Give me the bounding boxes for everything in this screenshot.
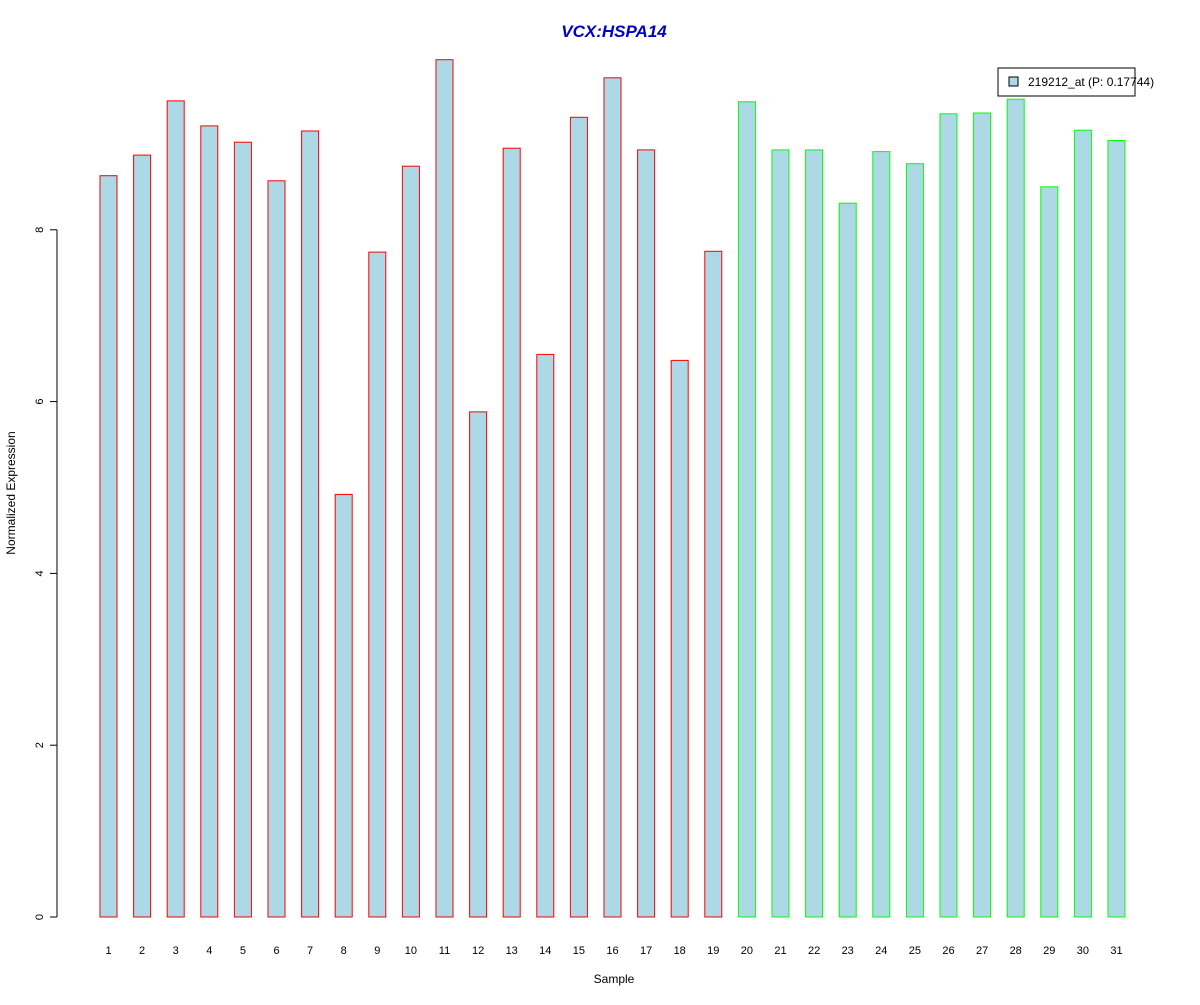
legend-box — [997, 67, 1136, 97]
x-tick-label-13: 13 — [506, 945, 518, 957]
bar-sample-18 — [670, 359, 689, 918]
bar-sample-13 — [502, 147, 521, 918]
x-tick-label-20: 20 — [741, 945, 753, 957]
x-tick-label-14: 14 — [539, 945, 551, 957]
legend: 219212_at (P: 0.17744) — [997, 67, 1154, 97]
bar-sample-21 — [771, 149, 790, 918]
legend-swatch — [1008, 76, 1019, 87]
bar-sample-28 — [1006, 98, 1025, 918]
x-tick-label-4: 4 — [206, 945, 212, 957]
bar-sample-6 — [267, 180, 286, 918]
x-tick-label-6: 6 — [273, 945, 279, 957]
x-tick-label-27: 27 — [976, 945, 988, 957]
x-tick-label-7: 7 — [307, 945, 313, 957]
bar-sample-22 — [805, 149, 824, 918]
y-axis: 0 2 4 6 8 — [34, 227, 58, 920]
bar-sample-12 — [469, 411, 488, 918]
x-tick-label-8: 8 — [341, 945, 347, 957]
bar-sample-3 — [166, 100, 185, 918]
x-tick-label-26: 26 — [942, 945, 954, 957]
bar-sample-29 — [1040, 186, 1059, 918]
bar-sample-10 — [401, 165, 420, 918]
y-axis-label: Normalized Expression — [4, 431, 18, 554]
bar-sample-20 — [737, 101, 756, 918]
bar-sample-8 — [334, 493, 353, 918]
bar-sample-14 — [536, 353, 555, 918]
legend-label: 219212_at (P: 0.17744) — [1028, 75, 1154, 89]
bars — [99, 59, 1126, 918]
y-tick-label-2: 2 — [34, 742, 46, 748]
x-tick-label-19: 19 — [707, 945, 719, 957]
chart-title: VCX:HSPA14 — [561, 22, 667, 41]
x-tick-label-3: 3 — [173, 945, 179, 957]
x-tick-label-28: 28 — [1010, 945, 1022, 957]
x-axis-labels: 1 2 3 4 5 6 7 8 9 10 11 12 13 14 15 16 17 18 19 20 21 22 23 24 2… — [105, 945, 1122, 957]
x-axis-label: Sample — [594, 972, 635, 986]
bar-sample-19 — [704, 250, 723, 918]
x-tick-label-1: 1 — [105, 945, 111, 957]
x-tick-label-25: 25 — [909, 945, 921, 957]
x-tick-label-5: 5 — [240, 945, 246, 957]
bar-sample-5 — [233, 141, 252, 918]
y-tick-label-6: 6 — [34, 399, 46, 405]
bar-sample-27 — [973, 112, 992, 918]
x-tick-label-21: 21 — [774, 945, 786, 957]
bar-sample-31 — [1107, 140, 1126, 918]
bar-sample-4 — [200, 125, 219, 918]
bar-sample-24 — [872, 151, 891, 918]
x-tick-label-18: 18 — [674, 945, 686, 957]
y-tick-label-0: 0 — [34, 914, 46, 920]
y-tick-label-8: 8 — [34, 227, 46, 233]
x-tick-label-30: 30 — [1077, 945, 1089, 957]
bar-sample-30 — [1073, 129, 1092, 918]
bar-sample-16 — [603, 77, 622, 918]
x-tick-label-2: 2 — [139, 945, 145, 957]
x-tick-label-16: 16 — [606, 945, 618, 957]
x-tick-label-12: 12 — [472, 945, 484, 957]
x-tick-label-11: 11 — [439, 945, 450, 957]
x-tick-label-9: 9 — [374, 945, 380, 957]
x-tick-label-17: 17 — [640, 945, 652, 957]
x-tick-label-22: 22 — [808, 945, 820, 957]
x-tick-label-24: 24 — [875, 945, 887, 957]
x-tick-label-10: 10 — [405, 945, 417, 957]
x-tick-label-15: 15 — [573, 945, 585, 957]
bar-sample-15 — [569, 116, 588, 918]
x-tick-label-31: 31 — [1110, 945, 1122, 957]
bar-sample-23 — [838, 202, 857, 918]
bar-sample-9 — [368, 251, 387, 918]
bar-sample-25 — [905, 163, 924, 918]
y-tick-label-4: 4 — [34, 570, 46, 576]
bar-sample-1 — [99, 175, 118, 918]
x-tick-label-23: 23 — [842, 945, 854, 957]
bar-sample-26 — [939, 113, 958, 918]
bar-sample-17 — [637, 149, 656, 918]
bar-sample-2 — [133, 154, 152, 918]
bar-sample-7 — [301, 130, 320, 918]
bar-sample-11 — [435, 59, 454, 918]
x-tick-label-29: 29 — [1043, 945, 1055, 957]
